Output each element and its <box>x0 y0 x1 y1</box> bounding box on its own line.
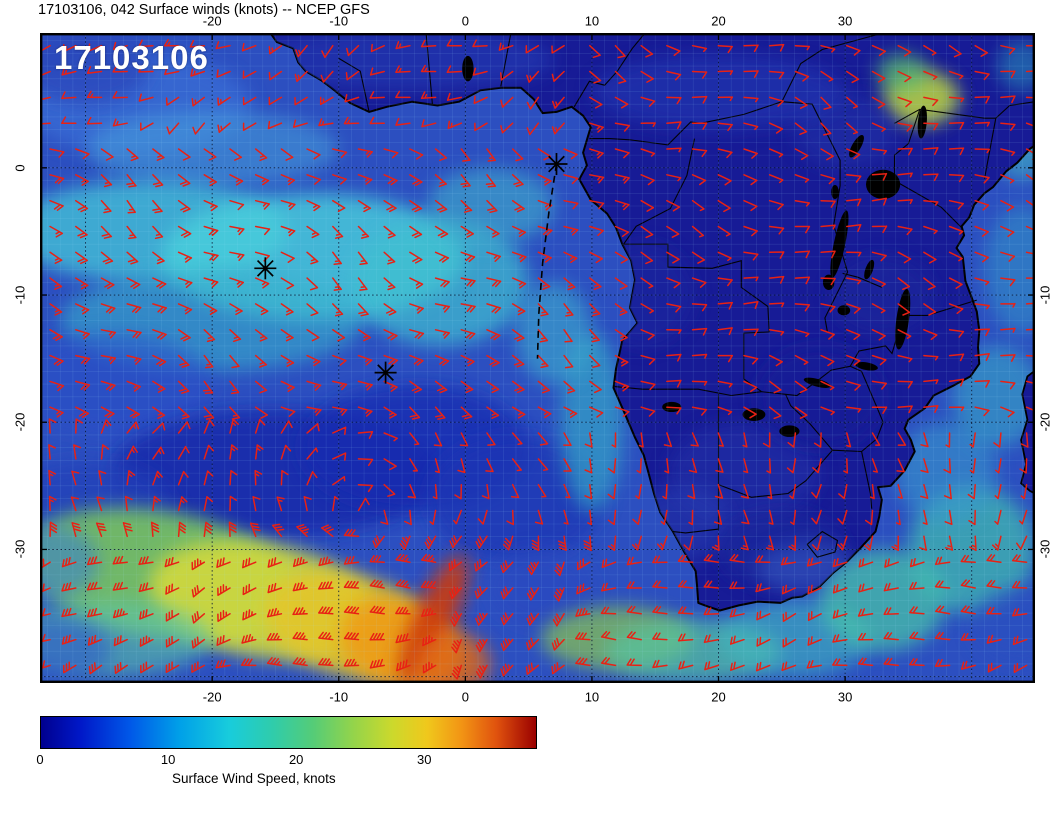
map-border <box>40 33 1035 683</box>
lon-tick-top: -20 <box>202 13 222 29</box>
storm-markers <box>254 153 568 384</box>
map-frame: 17103106 <box>40 33 1035 683</box>
lon-tick-top: 0 <box>461 13 469 29</box>
colorbar-tick-label: 20 <box>288 752 304 767</box>
colorbar-gradient <box>41 717 536 748</box>
colorbar-tick-label: 10 <box>160 752 176 767</box>
lat-tick-left: 0 <box>12 164 28 172</box>
lon-tick-top: 30 <box>837 13 853 29</box>
colorbar <box>40 716 537 749</box>
colorbar-label: Surface Wind Speed, knots <box>172 771 336 786</box>
lon-tick-bottom: -20 <box>202 689 222 705</box>
wind-map-canvas <box>40 33 1035 683</box>
lon-tick-bottom: -10 <box>329 689 349 705</box>
lat-tick-left: -10 <box>12 285 28 305</box>
lon-tick-bottom: 30 <box>837 689 853 705</box>
lat-tick-right: -10 <box>1037 285 1053 305</box>
lat-tick-right: -30 <box>1037 540 1053 559</box>
lon-tick-bottom: 20 <box>711 689 726 705</box>
lon-tick-top: 10 <box>584 13 600 29</box>
lon-tick-top: -10 <box>329 13 349 29</box>
lat-tick-right: -20 <box>1037 412 1053 432</box>
colorbar-tick-label: 30 <box>417 752 432 767</box>
run-timestamp-label: 17103106 <box>54 39 209 76</box>
lakes <box>462 55 927 437</box>
lon-tick-bottom: 10 <box>584 689 600 705</box>
dashed-track <box>536 163 558 359</box>
wind-speed-field <box>40 33 1035 683</box>
lon-tick-bottom: 0 <box>461 689 469 705</box>
lat-tick-left: -30 <box>12 540 28 559</box>
axis-ticks <box>40 33 1035 683</box>
colorbar-tick-label: 0 <box>36 752 44 767</box>
lon-tick-top: 20 <box>711 13 726 29</box>
wind-barbs-layer <box>40 38 1035 680</box>
plot-title: 17103106, 042 Surface winds (knots) -- N… <box>38 2 370 18</box>
map-layers <box>40 33 1035 683</box>
lat-tick-left: -20 <box>12 412 28 432</box>
